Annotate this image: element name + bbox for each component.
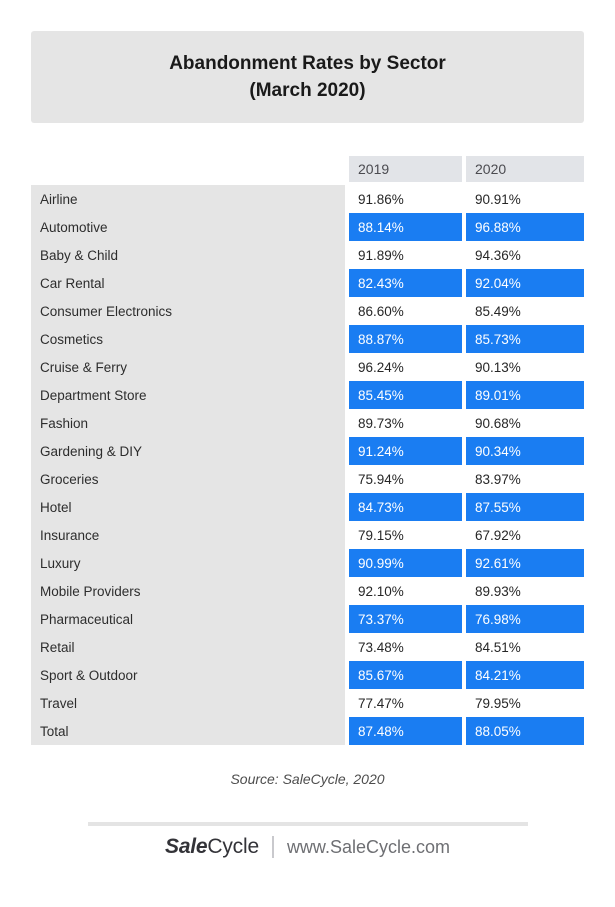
table-row: Retail 73.48% 84.51% [31,633,584,661]
value-2019: 88.14% [349,213,462,241]
value-2019: 91.24% [349,437,462,465]
sector-label: Total [31,717,345,745]
sector-label: Fashion [31,409,345,437]
value-2020: 85.49% [466,297,584,325]
logo-separator [271,836,274,858]
sector-label: Department Store [31,381,345,409]
sector-label: Insurance [31,521,345,549]
value-2019: 84.73% [349,493,462,521]
table-body: Airline 91.86% 90.91% Automotive 88.14% 96.88… [31,185,584,745]
value-2020: 90.91% [466,185,584,213]
table-row: Department Store 85.45% 89.01% [31,381,584,409]
value-2019: 89.73% [349,409,462,437]
table-row: Hotel 84.73% 87.55% [31,493,584,521]
table-header-row: 2019 2020 [31,156,584,182]
sector-label: Cruise & Ferry [31,353,345,381]
sector-label: Luxury [31,549,345,577]
website-link[interactable]: www.SaleCycle.com [286,836,450,857]
value-2020: 85.73% [466,325,584,353]
table-row: Travel 77.47% 79.95% [31,689,584,717]
value-2020: 88.05% [466,717,584,745]
sector-label: Gardening & DIY [31,437,345,465]
value-2020: 94.36% [466,241,584,269]
table-row: Groceries 75.94% 83.97% [31,465,584,493]
table-row: Baby & Child 91.89% 94.36% [31,241,584,269]
value-2020: 96.88% [466,213,584,241]
value-2020: 83.97% [466,465,584,493]
table-row: Cosmetics 88.87% 85.73% [31,325,584,353]
value-2020: 87.55% [466,493,584,521]
value-2020: 90.68% [466,409,584,437]
table-row: Luxury 90.99% 92.61% [31,549,584,577]
value-2019: 82.43% [349,269,462,297]
value-2020: 84.51% [466,633,584,661]
table-row: Car Rental 82.43% 92.04% [31,269,584,297]
value-2020: 76.98% [466,605,584,633]
value-2020: 92.61% [466,549,584,577]
value-2019: 79.15% [349,521,462,549]
value-2019: 85.67% [349,661,462,689]
value-2020: 89.01% [466,381,584,409]
column-header-2020: 2020 [466,156,584,182]
sector-label: Groceries [31,465,345,493]
value-2019: 91.86% [349,185,462,213]
value-2020: 67.92% [466,521,584,549]
footer-divider [88,822,528,826]
value-2019: 92.10% [349,577,462,605]
value-2020: 90.13% [466,353,584,381]
value-2019: 75.94% [349,465,462,493]
sector-label: Sport & Outdoor [31,661,345,689]
salecycle-logo: SaleCycle [165,835,259,859]
value-2019: 86.60% [349,297,462,325]
source-note: Source: SaleCycle, 2020 [230,771,385,787]
logo-cycle-text: Cycle [207,835,259,858]
table-row: Automotive 88.14% 96.88% [31,213,584,241]
table-row: Mobile Providers 92.10% 89.93% [31,577,584,605]
sector-label: Consumer Electronics [31,297,345,325]
table-row: Cruise & Ferry 96.24% 90.13% [31,353,584,381]
value-2020: 79.95% [466,689,584,717]
page-title-line2: (March 2020) [249,80,366,101]
sector-label: Mobile Providers [31,577,345,605]
value-2019: 96.24% [349,353,462,381]
value-2019: 73.48% [349,633,462,661]
value-2020: 84.21% [466,661,584,689]
table-row: Total 87.48% 88.05% [31,717,584,745]
sector-label: Baby & Child [31,241,345,269]
sector-label: Automotive [31,213,345,241]
table-row: Sport & Outdoor 85.67% 84.21% [31,661,584,689]
sector-label: Travel [31,689,345,717]
value-2019: 85.45% [349,381,462,409]
value-2019: 88.87% [349,325,462,353]
table-row: Airline 91.86% 90.91% [31,185,584,213]
sector-label: Cosmetics [31,325,345,353]
footer: SaleCycle www.SaleCycle.com [0,835,615,859]
table-row: Insurance 79.15% 67.92% [31,521,584,549]
sector-label: Car Rental [31,269,345,297]
page-title: Abandonment Rates by Sector (March 2020) [169,50,446,104]
value-2019: 90.99% [349,549,462,577]
value-2019: 91.89% [349,241,462,269]
abandonment-rates-table: 2019 2020 Airline 91.86% 90.91% Automotive 8… [31,156,584,745]
sector-label: Hotel [31,493,345,521]
sector-label: Airline [31,185,345,213]
value-2020: 89.93% [466,577,584,605]
sector-label: Retail [31,633,345,661]
page-title-line1: Abandonment Rates by Sector [169,53,446,74]
value-2020: 92.04% [466,269,584,297]
table-row: Consumer Electronics 86.60% 85.49% [31,297,584,325]
table-row: Fashion 89.73% 90.68% [31,409,584,437]
column-header-2019: 2019 [349,156,462,182]
value-2019: 87.48% [349,717,462,745]
value-2020: 90.34% [466,437,584,465]
logo-sale-text: Sale [165,835,208,858]
table-row: Pharmaceutical 73.37% 76.98% [31,605,584,633]
header-spacer [31,156,345,182]
sector-label: Pharmaceutical [31,605,345,633]
title-box: Abandonment Rates by Sector (March 2020) [31,31,584,123]
value-2019: 73.37% [349,605,462,633]
table-row: Gardening & DIY 91.24% 90.34% [31,437,584,465]
value-2019: 77.47% [349,689,462,717]
